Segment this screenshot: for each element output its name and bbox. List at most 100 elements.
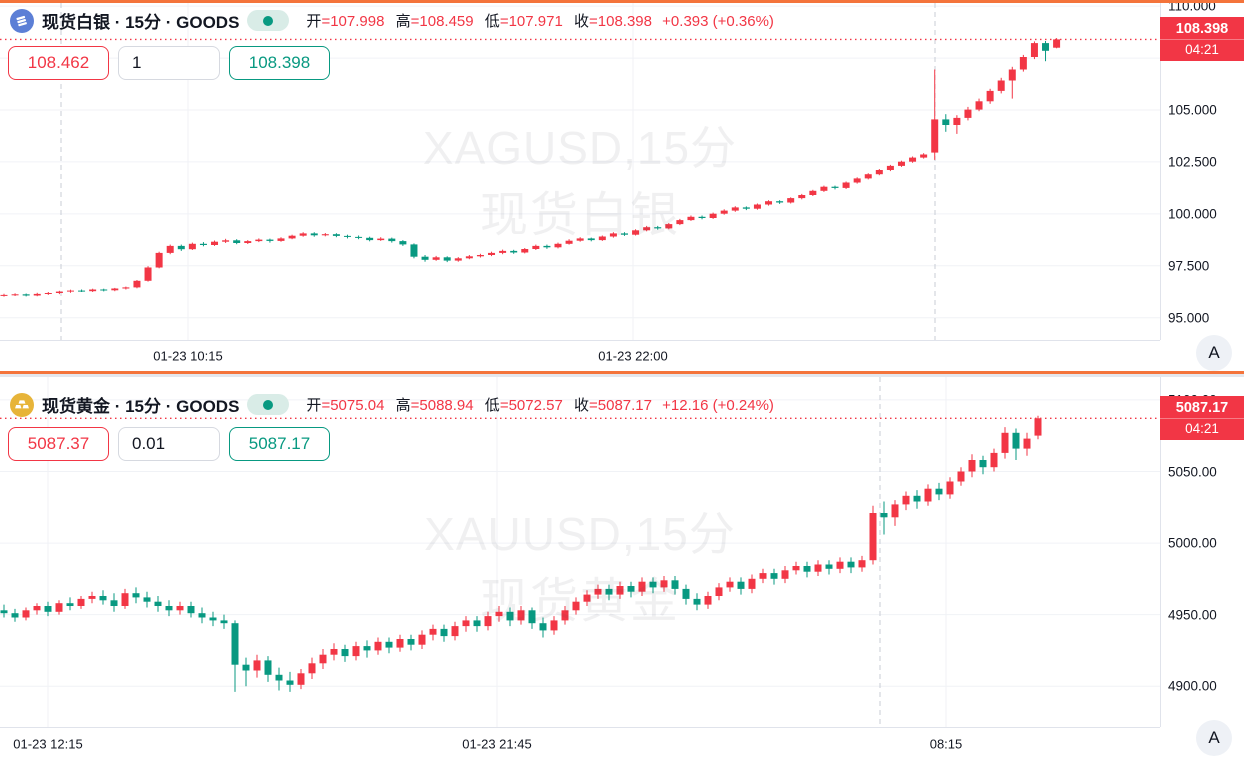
candle — [0, 604, 8, 618]
grid — [0, 377, 1160, 727]
time-tick-label: 01-23 10:15 — [153, 348, 223, 364]
time-axis[interactable]: 01-23 10:15 01-23 22:00 — [0, 340, 1160, 371]
candle — [787, 197, 795, 204]
candle — [748, 574, 756, 594]
price-axis[interactable]: 108.398 04:21 110.000 105.000 102.500 100.0… — [1160, 0, 1244, 340]
candle — [731, 206, 739, 212]
silver-candlestick-canvas[interactable] — [0, 3, 1160, 340]
candle — [121, 588, 129, 609]
candle — [897, 160, 905, 167]
candle — [781, 566, 789, 584]
amount-input[interactable] — [118, 427, 220, 461]
candle — [374, 637, 382, 655]
candle — [792, 561, 800, 575]
candle — [255, 238, 263, 243]
candle — [242, 657, 250, 687]
candle — [297, 669, 305, 690]
sell-price-button[interactable]: 108.462 — [8, 46, 109, 80]
candle — [22, 607, 30, 621]
candle — [209, 611, 217, 627]
candle — [825, 560, 833, 575]
candle — [143, 591, 151, 608]
badge-countdown: 04:21 — [1160, 39, 1244, 59]
candle — [820, 185, 828, 192]
candle — [332, 233, 340, 238]
candle — [913, 490, 921, 509]
candle — [465, 255, 473, 260]
candle — [957, 467, 965, 486]
candle — [1053, 38, 1061, 49]
candle — [77, 596, 85, 609]
candle — [233, 239, 241, 245]
price-tick-label: 100.000 — [1168, 206, 1217, 222]
candle — [277, 237, 285, 242]
candle — [144, 266, 152, 282]
candle — [803, 561, 811, 578]
price-axis[interactable]: 5087.17 04:21 5100.005050.005000.004950.… — [1160, 371, 1244, 727]
candle — [1019, 54, 1027, 72]
candle — [1023, 432, 1031, 456]
candle — [638, 577, 646, 596]
candle — [11, 293, 19, 296]
stream-status-pill[interactable] — [247, 10, 290, 31]
candle — [211, 240, 219, 246]
candle — [44, 292, 52, 295]
candle — [244, 240, 252, 244]
widget-top-accent-bar — [0, 0, 1244, 3]
candle — [891, 500, 899, 526]
buy-price-button[interactable]: 108.398 — [229, 46, 330, 80]
candle — [587, 237, 595, 242]
ohlc-readout: 开=5075.04 高=5088.94 低=5072.57 收=5087.17 … — [306, 397, 774, 414]
stream-status-pill[interactable] — [247, 394, 290, 415]
candle — [377, 237, 385, 241]
candle — [698, 215, 706, 220]
candle — [814, 560, 822, 576]
sell-price-button[interactable]: 5087.37 — [8, 427, 109, 461]
candle — [510, 249, 518, 254]
auto-scale-button[interactable]: A — [1196, 335, 1232, 371]
candle — [388, 237, 396, 243]
price-axis-divider — [1160, 3, 1161, 340]
candle — [506, 607, 514, 627]
candle — [187, 601, 195, 618]
candle — [737, 577, 745, 595]
candle — [759, 568, 767, 584]
candle — [836, 557, 844, 574]
candle — [869, 505, 877, 565]
candle — [875, 169, 883, 176]
candle — [776, 200, 784, 204]
chart-title: 现货黄金 · 15分 · GOODS — [42, 397, 240, 416]
candle — [440, 624, 448, 642]
badge-countdown: 04:21 — [1160, 418, 1244, 438]
candle — [1042, 41, 1050, 62]
candle — [165, 600, 173, 617]
candle — [343, 234, 351, 239]
candle — [0, 293, 8, 297]
candle — [576, 237, 584, 242]
amount-input[interactable] — [118, 46, 220, 80]
price-axis-divider — [1160, 377, 1161, 727]
time-axis[interactable]: 01-23 12:15 01-23 21:45 08:15 — [0, 727, 1160, 758]
candle — [616, 581, 624, 599]
change-readout: +0.393 (+0.36%) — [662, 13, 774, 30]
candle — [1001, 427, 1009, 459]
gold-candlestick-canvas[interactable] — [0, 377, 1160, 727]
auto-scale-button[interactable]: A — [1196, 720, 1232, 756]
candle — [410, 243, 418, 259]
candle — [742, 206, 750, 211]
candle — [111, 287, 119, 292]
price-tick-label: 102.500 — [1168, 154, 1217, 170]
candle — [704, 591, 712, 609]
widget-separator-strip — [0, 374, 1244, 377]
candle — [454, 257, 462, 262]
candle — [100, 288, 108, 292]
candle — [78, 289, 86, 292]
candle — [407, 634, 415, 651]
candle — [880, 501, 888, 535]
candle — [330, 643, 338, 661]
candle — [308, 657, 316, 679]
candle — [693, 593, 701, 611]
price-tick-label: 97.500 — [1168, 258, 1210, 274]
buy-price-button[interactable]: 5087.17 — [229, 427, 330, 461]
candle — [22, 293, 30, 297]
